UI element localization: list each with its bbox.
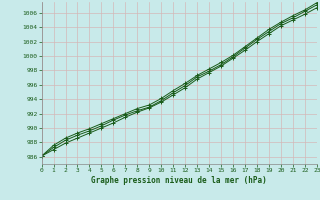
X-axis label: Graphe pression niveau de la mer (hPa): Graphe pression niveau de la mer (hPa) [91,176,267,185]
